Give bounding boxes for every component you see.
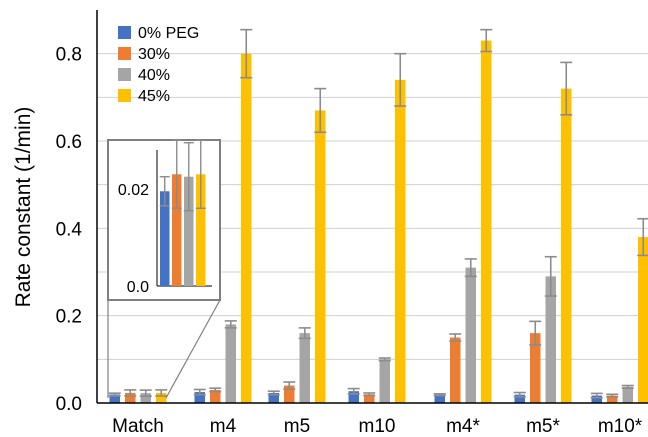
x-tick-label: Match	[112, 416, 164, 437]
inset-y-tick-label: 0.0	[127, 279, 149, 296]
inset-y-tick-label: 0.02	[118, 182, 149, 199]
bar	[379, 359, 390, 403]
bar	[434, 394, 445, 403]
bar	[125, 392, 136, 403]
y-tick-label: 0.0	[56, 394, 82, 415]
legend-label: 45%	[138, 88, 170, 105]
legend-swatch	[118, 47, 131, 60]
bar-series	[109, 40, 648, 404]
bar	[299, 333, 310, 403]
bar	[395, 79, 406, 403]
y-tick-label: 0.4	[56, 219, 83, 240]
bar	[364, 394, 375, 403]
bar	[194, 392, 205, 403]
y-tick-labels: 0.0 0.2 0.4 0.6 0.8	[56, 45, 83, 415]
bar	[591, 395, 602, 403]
bar	[241, 53, 252, 404]
legend-swatch	[118, 26, 131, 39]
bar	[465, 267, 476, 403]
bar	[315, 110, 326, 403]
inset-bar	[172, 174, 182, 286]
x-tick-label: m5*	[526, 416, 560, 437]
x-tick-label: m10*	[598, 416, 643, 437]
x-tick-labels: Match m4 m5 m10 m4* m5* m10*	[112, 416, 643, 437]
legend-swatch	[118, 68, 131, 81]
bar	[284, 385, 295, 403]
bar	[622, 386, 633, 403]
y-tick-label: 0.2	[56, 307, 82, 328]
inset-bar	[184, 176, 194, 286]
bar	[450, 337, 461, 403]
legend-swatch	[118, 89, 131, 102]
bar	[268, 392, 279, 403]
bar	[545, 276, 556, 403]
x-tick-label: m5	[284, 416, 310, 437]
y-tick-label: 0.6	[56, 132, 82, 153]
legend-label: 40%	[138, 67, 170, 84]
bar	[225, 324, 236, 403]
error-bars	[108, 28, 648, 399]
bar	[561, 88, 572, 403]
inset-bar	[160, 191, 170, 286]
x-tick-label: m4*	[446, 416, 480, 437]
y-axis-label: Rate constant (1/min)	[12, 107, 35, 308]
legend-label: 0% PEG	[138, 25, 199, 42]
bar	[210, 389, 221, 403]
bar	[607, 395, 618, 403]
bar	[638, 237, 648, 403]
bar	[481, 40, 492, 404]
inset-connector	[165, 299, 221, 399]
inset-zoom-panel: 0.0 0.02	[107, 139, 221, 399]
y-tick-label: 0.8	[56, 45, 82, 66]
bar	[514, 394, 525, 403]
inset-bar	[196, 174, 206, 286]
bar	[530, 333, 541, 403]
bar	[348, 391, 359, 403]
bar	[140, 393, 151, 403]
legend-label: 30%	[138, 46, 170, 63]
x-tick-label: m10	[359, 416, 396, 437]
legend: 0% PEG 30% 40% 45%	[118, 25, 199, 105]
x-tick-label: m4	[210, 416, 237, 437]
bar	[109, 394, 120, 403]
bar	[156, 392, 167, 403]
